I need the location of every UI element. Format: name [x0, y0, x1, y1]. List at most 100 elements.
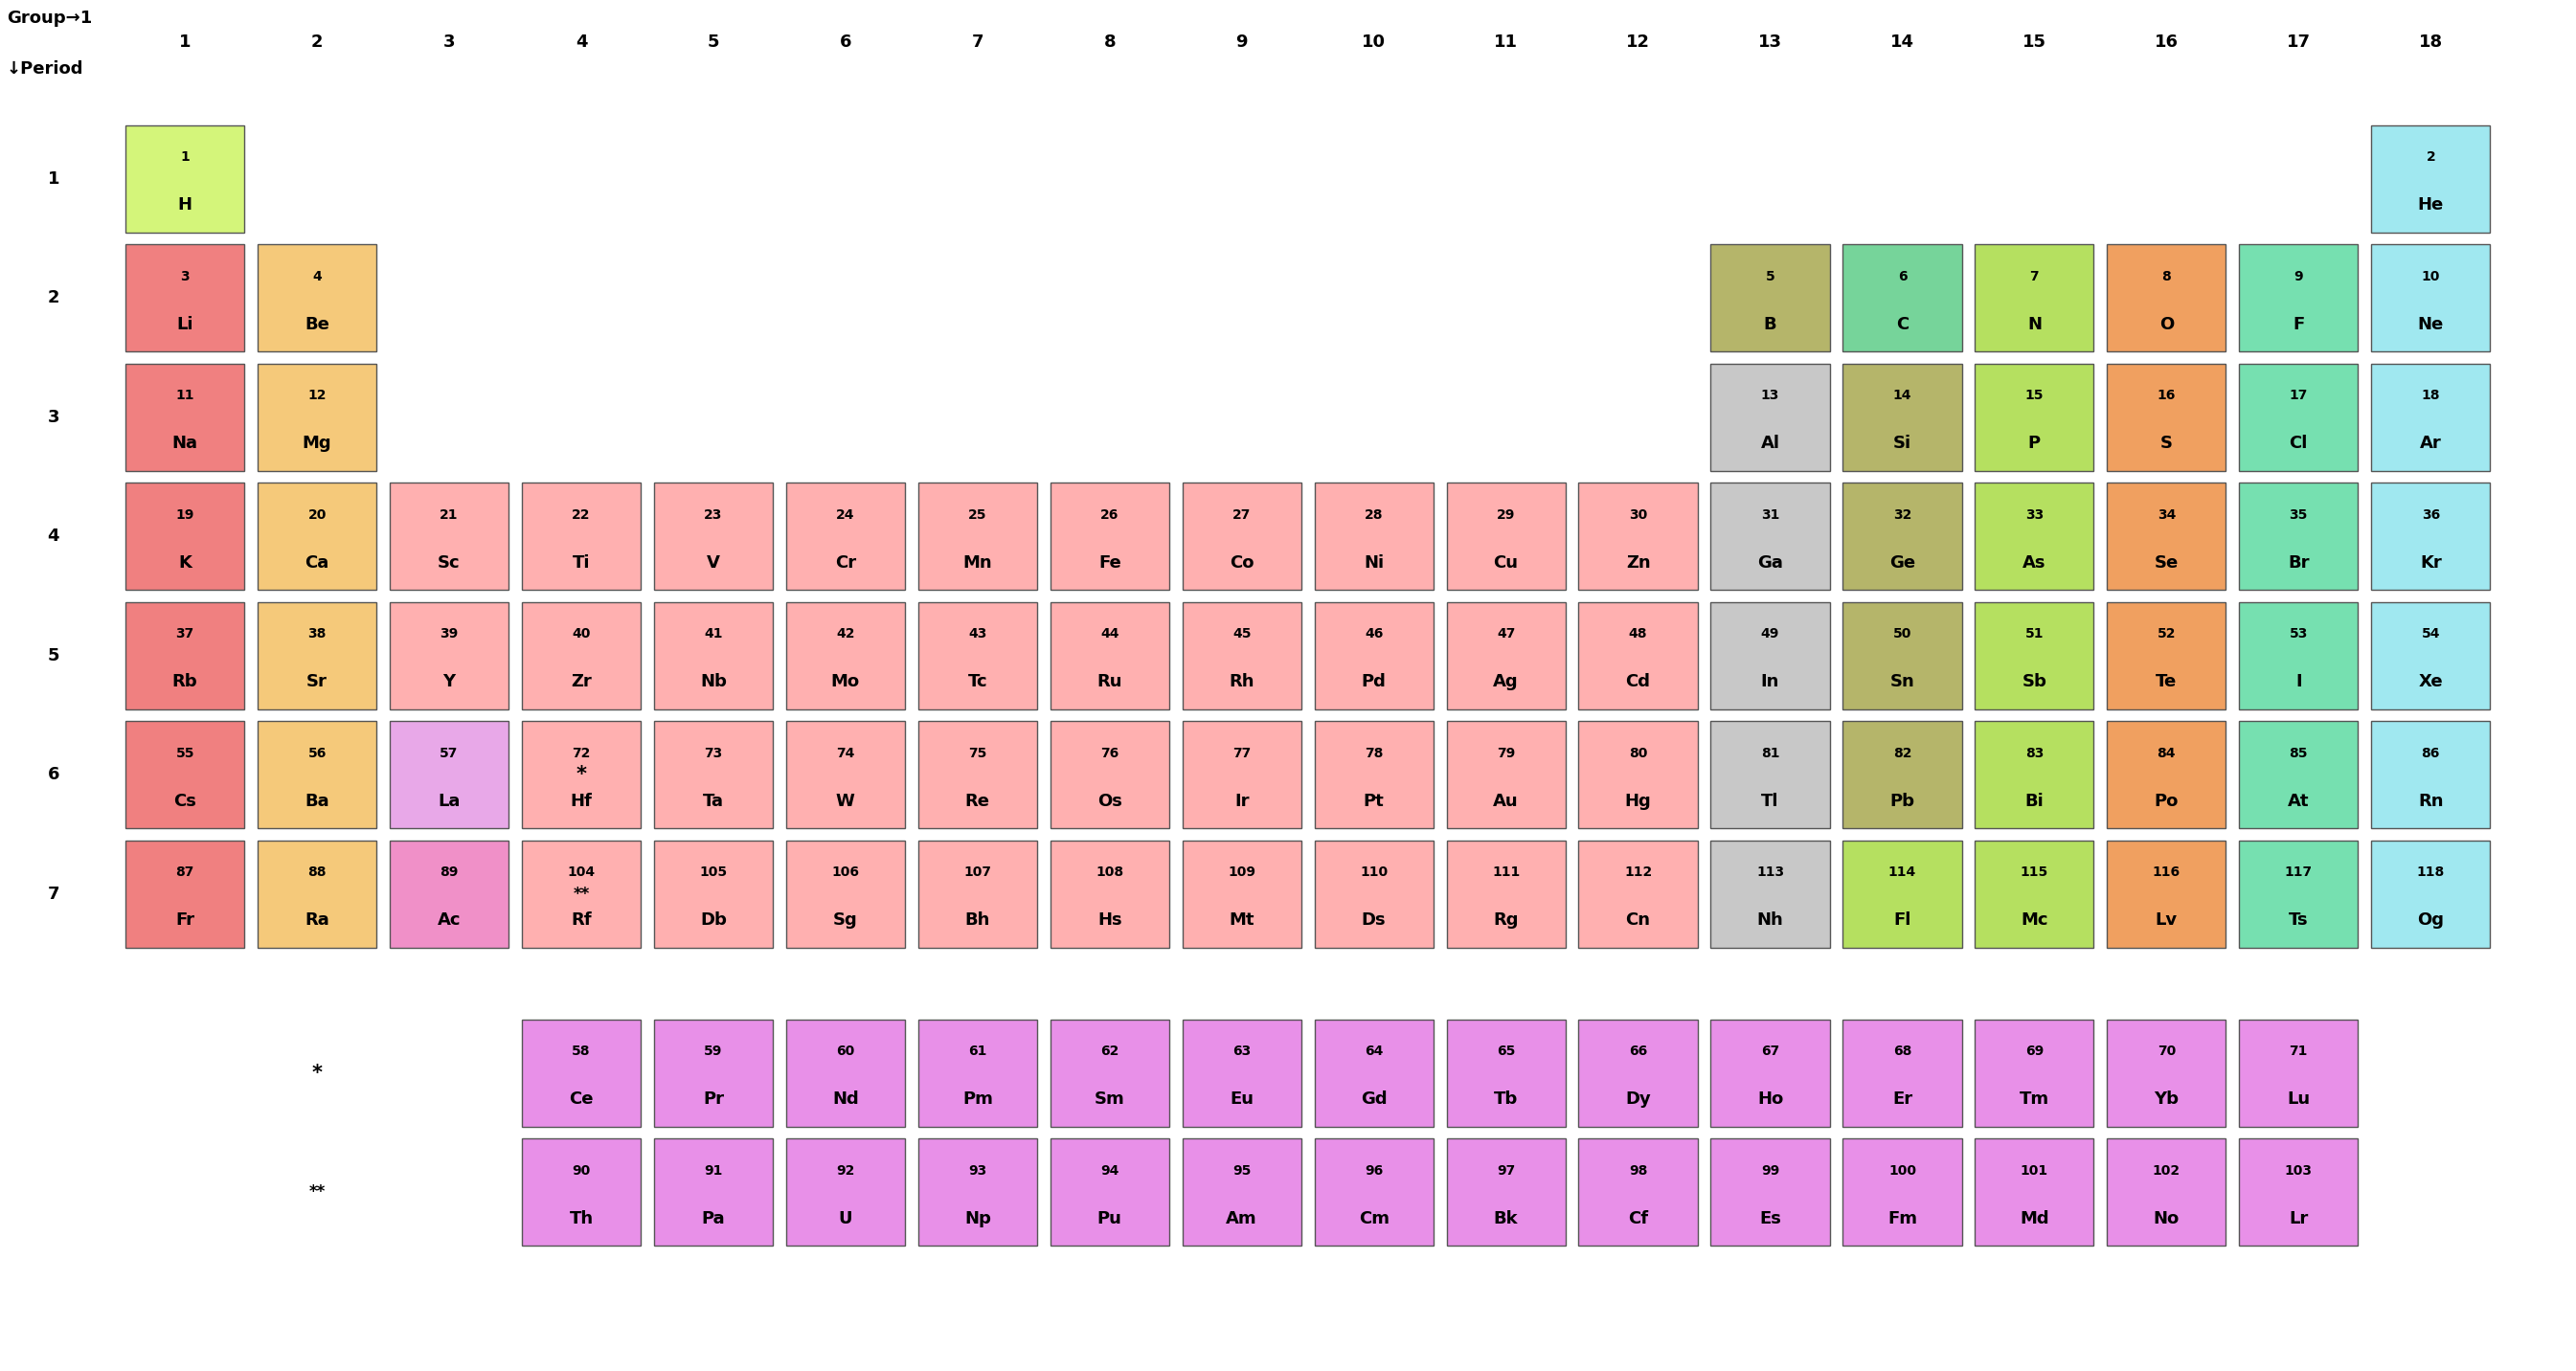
- Text: Lr: Lr: [2290, 1209, 2308, 1227]
- Bar: [1842, 1138, 1963, 1246]
- Bar: [2372, 483, 2491, 590]
- Bar: [917, 840, 1038, 947]
- Bar: [258, 602, 376, 709]
- Text: Nd: Nd: [832, 1090, 858, 1108]
- Text: 42: 42: [837, 628, 855, 640]
- Text: Rb: Rb: [173, 673, 198, 691]
- Text: Tl: Tl: [1762, 792, 1780, 810]
- Bar: [523, 721, 641, 828]
- Text: No: No: [2154, 1209, 2179, 1227]
- Bar: [126, 721, 245, 828]
- Bar: [523, 483, 641, 590]
- Bar: [654, 1019, 773, 1127]
- Text: Lv: Lv: [2156, 912, 2177, 930]
- Text: 113: 113: [1757, 866, 1785, 879]
- Text: Er: Er: [1893, 1090, 1911, 1108]
- Text: Cl: Cl: [2290, 435, 2308, 452]
- Text: Rn: Rn: [2419, 792, 2445, 810]
- Text: Np: Np: [963, 1209, 992, 1227]
- Text: Ce: Ce: [569, 1090, 592, 1108]
- Text: Ts: Ts: [2287, 912, 2308, 930]
- Bar: [1448, 721, 1566, 828]
- Bar: [1842, 602, 1963, 709]
- Text: 7: 7: [2030, 270, 2040, 284]
- Text: 1: 1: [180, 151, 191, 165]
- Bar: [1448, 483, 1566, 590]
- Text: 78: 78: [1365, 747, 1383, 760]
- Bar: [917, 1138, 1038, 1246]
- Text: 116: 116: [2154, 866, 2179, 879]
- Bar: [1710, 1138, 1829, 1246]
- Text: Eu: Eu: [1229, 1090, 1255, 1108]
- Text: La: La: [438, 792, 461, 810]
- Bar: [2239, 483, 2357, 590]
- Bar: [1448, 602, 1566, 709]
- Bar: [2107, 721, 2226, 828]
- Text: 87: 87: [175, 866, 193, 879]
- Bar: [1710, 363, 1829, 470]
- Text: Xe: Xe: [2419, 673, 2442, 691]
- Bar: [917, 483, 1038, 590]
- Bar: [1579, 483, 1698, 590]
- Bar: [1842, 244, 1963, 352]
- Bar: [1710, 602, 1829, 709]
- Text: 46: 46: [1365, 628, 1383, 640]
- Text: 63: 63: [1231, 1045, 1252, 1058]
- Bar: [786, 483, 904, 590]
- Text: 11: 11: [175, 389, 193, 403]
- Bar: [654, 602, 773, 709]
- Text: 68: 68: [1893, 1045, 1911, 1058]
- Text: P: P: [2027, 435, 2040, 452]
- Text: Fl: Fl: [1893, 912, 1911, 930]
- Text: 8: 8: [1103, 33, 1115, 51]
- Text: 109: 109: [1229, 866, 1255, 879]
- Text: Nh: Nh: [1757, 912, 1783, 930]
- Text: 106: 106: [832, 866, 860, 879]
- Text: Sc: Sc: [438, 554, 461, 572]
- Text: V: V: [706, 554, 721, 572]
- Bar: [2107, 840, 2226, 947]
- Text: 53: 53: [2290, 628, 2308, 640]
- Bar: [258, 483, 376, 590]
- Text: Os: Os: [1097, 792, 1123, 810]
- Bar: [2239, 602, 2357, 709]
- Bar: [2372, 840, 2491, 947]
- Bar: [1976, 363, 2094, 470]
- Bar: [2107, 602, 2226, 709]
- Text: 52: 52: [2156, 628, 2177, 640]
- Bar: [1182, 1019, 1301, 1127]
- Text: Br: Br: [2287, 554, 2308, 572]
- Text: Ge: Ge: [1888, 554, 1917, 572]
- Text: 107: 107: [963, 866, 992, 879]
- Text: 104: 104: [567, 866, 595, 879]
- Bar: [1182, 840, 1301, 947]
- Text: Mt: Mt: [1229, 912, 1255, 930]
- Text: Au: Au: [1494, 792, 1520, 810]
- Text: Cm: Cm: [1358, 1209, 1388, 1227]
- Text: Rh: Rh: [1229, 673, 1255, 691]
- Bar: [1710, 721, 1829, 828]
- Text: 81: 81: [1762, 747, 1780, 760]
- Bar: [1842, 721, 1963, 828]
- Bar: [389, 721, 507, 828]
- Text: 54: 54: [2421, 628, 2439, 640]
- Text: Lu: Lu: [2287, 1090, 2311, 1108]
- Text: Sr: Sr: [307, 673, 327, 691]
- Text: Rf: Rf: [572, 912, 592, 930]
- Text: 15: 15: [2025, 389, 2043, 403]
- Text: Ds: Ds: [1363, 912, 1386, 930]
- Text: 38: 38: [307, 628, 327, 640]
- Text: 24: 24: [837, 509, 855, 522]
- Text: 34: 34: [2156, 509, 2177, 522]
- Text: Og: Og: [2416, 912, 2445, 930]
- Text: Cs: Cs: [173, 792, 196, 810]
- Text: 21: 21: [440, 509, 459, 522]
- Text: 82: 82: [1893, 747, 1911, 760]
- Text: S: S: [2161, 435, 2172, 452]
- Text: Bk: Bk: [1494, 1209, 1517, 1227]
- Text: 12: 12: [1625, 33, 1651, 51]
- Text: 84: 84: [2156, 747, 2177, 760]
- Text: 80: 80: [1628, 747, 1646, 760]
- Bar: [258, 363, 376, 470]
- Text: 3: 3: [46, 409, 59, 426]
